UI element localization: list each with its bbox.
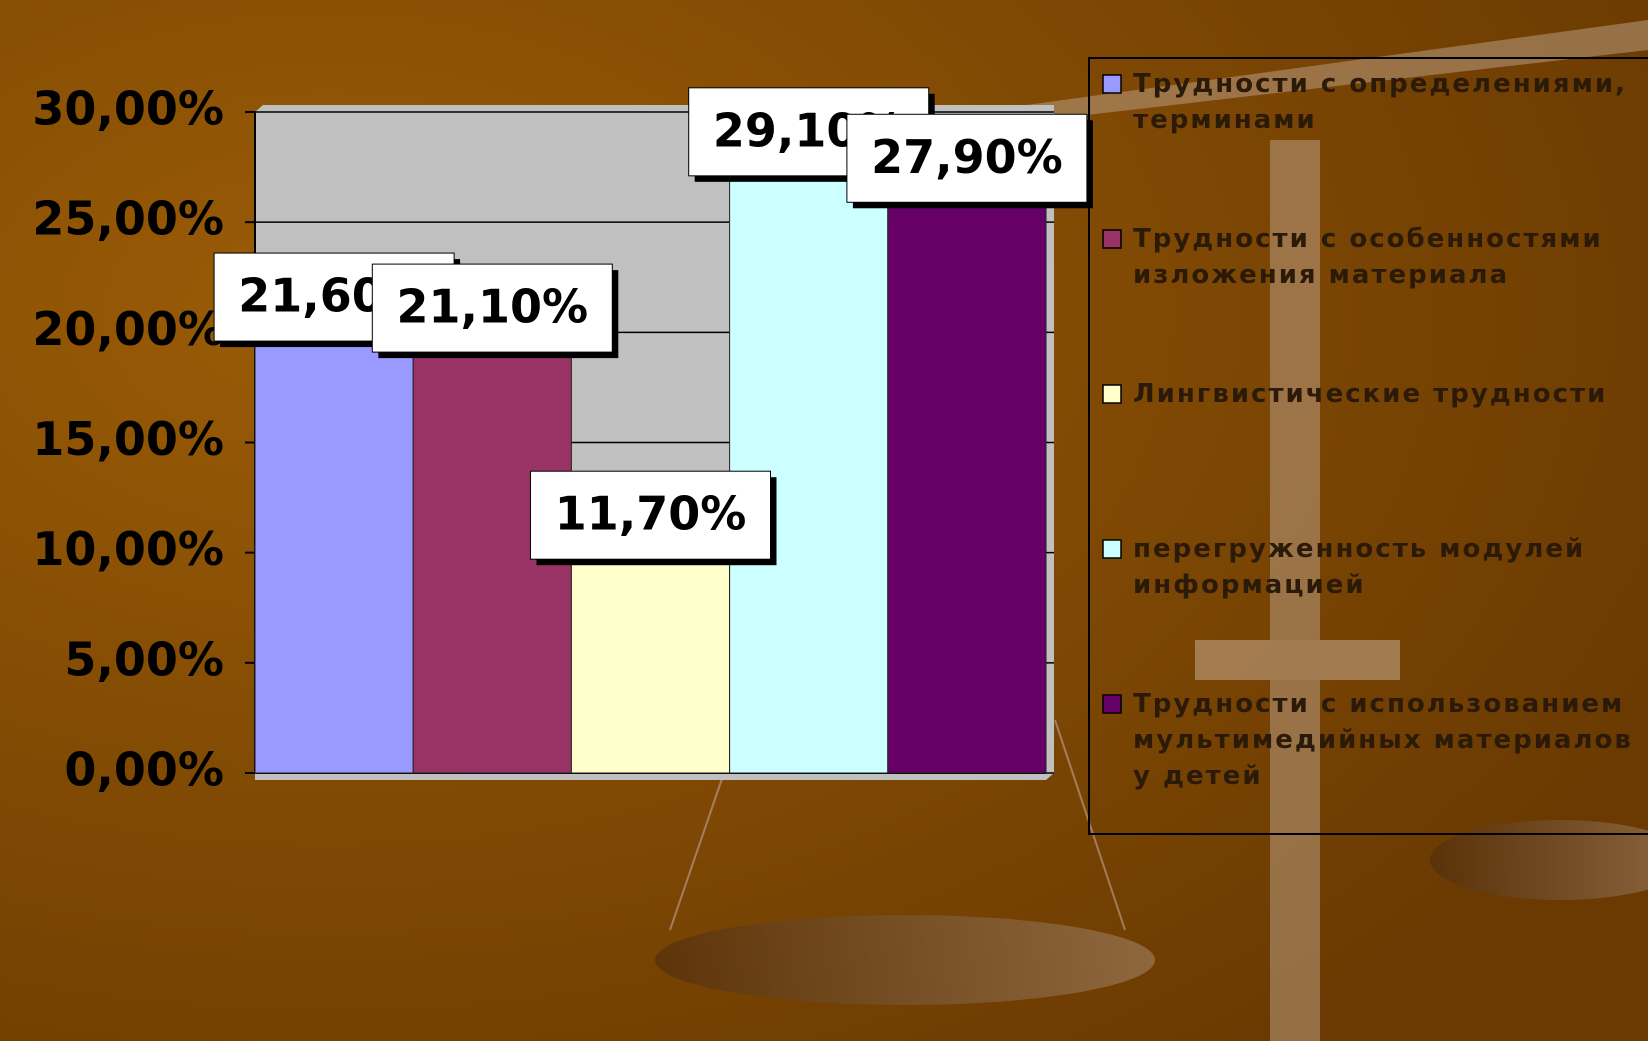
y-tick-label: 10,00%	[32, 522, 224, 576]
y-tick-label: 25,00%	[32, 192, 224, 246]
legend-swatch	[1102, 694, 1122, 714]
value-label: 11,70%	[555, 487, 747, 541]
label-box	[371, 263, 613, 353]
label-box	[530, 470, 771, 560]
bar	[887, 157, 1047, 774]
bar	[254, 296, 414, 774]
value-label: 21,10%	[397, 280, 589, 334]
y-tick-label: 5,00%	[64, 632, 224, 686]
legend-box	[1088, 57, 1648, 835]
y-tick-label: 30,00%	[32, 82, 224, 136]
label-box	[846, 113, 1088, 203]
y-tick-label: 0,00%	[64, 743, 224, 797]
bar	[729, 131, 889, 774]
legend-label: Трудности с использованием мультимедийны…	[1133, 689, 1633, 791]
scales-decoration	[655, 20, 1648, 1041]
legend-label: Трудности с определениями, терминами	[1133, 69, 1627, 135]
legend-label: Трудности с особенностями изложения мате…	[1133, 224, 1603, 290]
legend-label: перегруженность модулей информацией	[1133, 534, 1586, 600]
legend-label: Лингвистические трудности	[1133, 379, 1608, 409]
value-label: 27,90%	[871, 130, 1063, 184]
legend-swatch	[1102, 229, 1122, 249]
legend-swatch	[1102, 539, 1122, 559]
legend-swatch	[1102, 74, 1122, 94]
legend-swatch	[1102, 384, 1122, 404]
y-tick-label: 20,00%	[32, 302, 224, 356]
y-tick-label: 15,00%	[32, 412, 224, 466]
